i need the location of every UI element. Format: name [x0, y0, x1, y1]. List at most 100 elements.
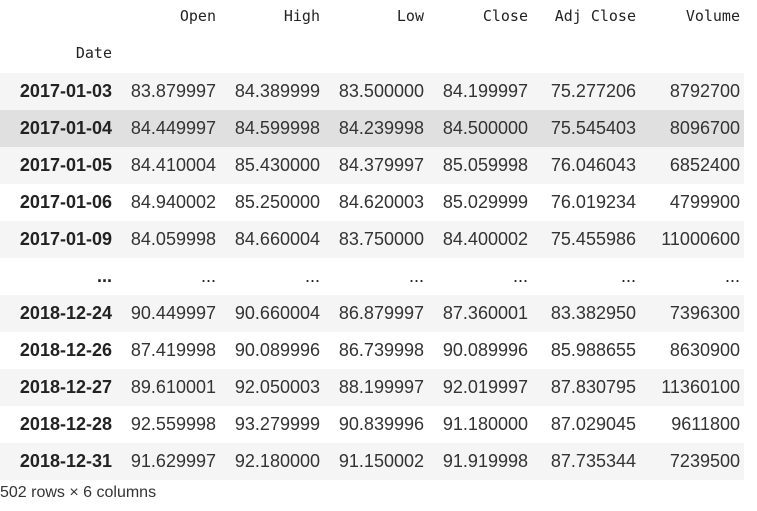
cell-volume: 7396300 — [669, 303, 740, 323]
row-index-date: 2017-01-03 — [19, 81, 112, 101]
cell-high: 90.089996 — [234, 340, 320, 360]
cell-close: ... — [512, 266, 528, 286]
index-name: Date — [75, 43, 112, 62]
cell-open: 84.940002 — [130, 192, 216, 212]
cell-open: 91.629997 — [130, 451, 216, 471]
dataframe-table: Open High Low Close Adj Close Volume Dat… — [0, 0, 744, 480]
cell-close: 91.180000 — [442, 414, 528, 434]
cell-volume: 8792700 — [669, 81, 740, 101]
cell-close: 85.029999 — [442, 192, 528, 212]
index-corner — [0, 0, 116, 32]
cell-volume: 7239500 — [669, 451, 740, 471]
cell-close: 91.919998 — [442, 451, 528, 471]
cell-open: 90.449997 — [130, 303, 216, 323]
cell-open: 87.419998 — [130, 340, 216, 360]
row-index-date: 2018-12-28 — [19, 414, 112, 434]
shape-summary: 502 rows × 6 columns — [0, 484, 157, 501]
cell-open: 84.449997 — [130, 118, 216, 138]
table-row: 2017-01-04 84.449997 84.599998 84.239998 84.… — [0, 110, 744, 147]
cell-adj-close: 87.029045 — [550, 414, 636, 434]
row-index-date: ... — [96, 266, 112, 286]
cell-adj-close: 87.735344 — [550, 451, 636, 471]
cell-open: 84.410004 — [130, 155, 216, 175]
table-row: 2018-12-24 90.449997 90.660004 86.879997 87.… — [0, 295, 744, 332]
cell-adj-close: 83.382950 — [550, 303, 636, 323]
cell-low: 83.500000 — [338, 81, 424, 101]
table-row: 2017-01-09 84.059998 84.660004 83.750000 84.… — [0, 221, 744, 258]
cell-close: 87.360001 — [442, 303, 528, 323]
column-header-low: Low — [396, 7, 424, 25]
cell-high: 85.430000 — [234, 155, 320, 175]
cell-close: 84.199997 — [442, 81, 528, 101]
cell-volume: 9611800 — [671, 414, 740, 434]
cell-open: 89.610001 — [130, 377, 216, 397]
cell-adj-close: ... — [620, 266, 636, 286]
row-index-date: 2017-01-05 — [19, 155, 112, 175]
row-index-date: 2017-01-09 — [19, 229, 112, 249]
cell-high: 85.250000 — [234, 192, 320, 212]
cell-open: 83.879997 — [130, 81, 216, 101]
column-header-high: High — [283, 7, 320, 25]
row-index-date: 2018-12-31 — [19, 451, 112, 471]
cell-low: 91.150002 — [338, 451, 424, 471]
cell-low: 86.739998 — [338, 340, 424, 360]
cell-volume: 8096700 — [669, 118, 740, 138]
table-row: 2017-01-03 83.879997 84.389999 83.500000 84.… — [0, 73, 744, 110]
row-index-date: 2017-01-06 — [19, 192, 112, 212]
table-body: 2017-01-03 83.879997 84.389999 83.500000 84.… — [0, 73, 744, 480]
cell-low: 84.379997 — [338, 155, 424, 175]
table-row-ellipsis: ..................... — [0, 258, 744, 295]
cell-low: 90.839996 — [338, 414, 424, 434]
cell-adj-close: 87.830795 — [550, 377, 636, 397]
table-row: 2018-12-26 87.419998 90.089996 86.739998 90.… — [0, 332, 744, 369]
cell-adj-close: 75.277206 — [550, 81, 636, 101]
cell-volume: 4799900 — [669, 192, 740, 212]
table-header: Open High Low Close Adj Close Volume Dat… — [0, 0, 744, 73]
cell-high: 84.660004 — [234, 229, 320, 249]
cell-volume: ... — [724, 266, 740, 286]
dataframe-output: Open High Low Close Adj Close Volume Dat… — [0, 0, 744, 501]
index-name-row: Date — [0, 32, 744, 73]
column-header-volume: Volume — [685, 7, 740, 25]
cell-low: 84.239998 — [338, 118, 424, 138]
column-header-adj-close: Adj Close — [554, 7, 636, 25]
row-index-date: 2017-01-04 — [19, 118, 112, 138]
column-header-open: Open — [179, 7, 216, 25]
table-row: 2017-01-05 84.410004 85.430000 84.379997 85.… — [0, 147, 744, 184]
row-index-date: 2018-12-27 — [19, 377, 112, 397]
cell-close: 84.500000 — [442, 118, 528, 138]
cell-adj-close: 75.455986 — [550, 229, 636, 249]
cell-high: 93.279999 — [234, 414, 320, 434]
cell-high: 90.660004 — [234, 303, 320, 323]
column-header-row: Open High Low Close Adj Close Volume — [0, 0, 744, 32]
cell-open: 84.059998 — [130, 229, 216, 249]
row-index-date: 2018-12-26 — [19, 340, 112, 360]
row-index-date: 2018-12-24 — [19, 303, 112, 323]
cell-adj-close: 76.046043 — [550, 155, 636, 175]
cell-low: ... — [408, 266, 424, 286]
cell-open: 92.559998 — [130, 414, 216, 434]
cell-adj-close: 76.019234 — [550, 192, 636, 212]
cell-volume: 8630900 — [669, 340, 740, 360]
table-row: 2018-12-31 91.629997 92.180000 91.150002 91.… — [0, 443, 744, 480]
cell-low: 84.620003 — [338, 192, 424, 212]
cell-high: 84.599998 — [234, 118, 320, 138]
cell-high: 92.180000 — [234, 451, 320, 471]
cell-close: 90.089996 — [442, 340, 528, 360]
cell-close: 84.400002 — [442, 229, 528, 249]
cell-volume: 11000600 — [661, 229, 740, 249]
cell-low: 88.199997 — [338, 377, 424, 397]
cell-low: 83.750000 — [338, 229, 424, 249]
table-row: 2017-01-06 84.940002 85.250000 84.620003 85.… — [0, 184, 744, 221]
cell-high: 92.050003 — [234, 377, 320, 397]
cell-high: 84.389999 — [234, 81, 320, 101]
table-row: 2018-12-27 89.610001 92.050003 88.199997 92.… — [0, 369, 744, 406]
cell-adj-close: 75.545403 — [550, 118, 636, 138]
cell-close: 85.059998 — [442, 155, 528, 175]
cell-low: 86.879997 — [338, 303, 424, 323]
cell-volume: 6852400 — [669, 155, 740, 175]
column-header-close: Close — [482, 7, 528, 25]
cell-adj-close: 85.988655 — [550, 340, 636, 360]
cell-high: ... — [304, 266, 320, 286]
cell-volume: 11360100 — [661, 377, 740, 397]
